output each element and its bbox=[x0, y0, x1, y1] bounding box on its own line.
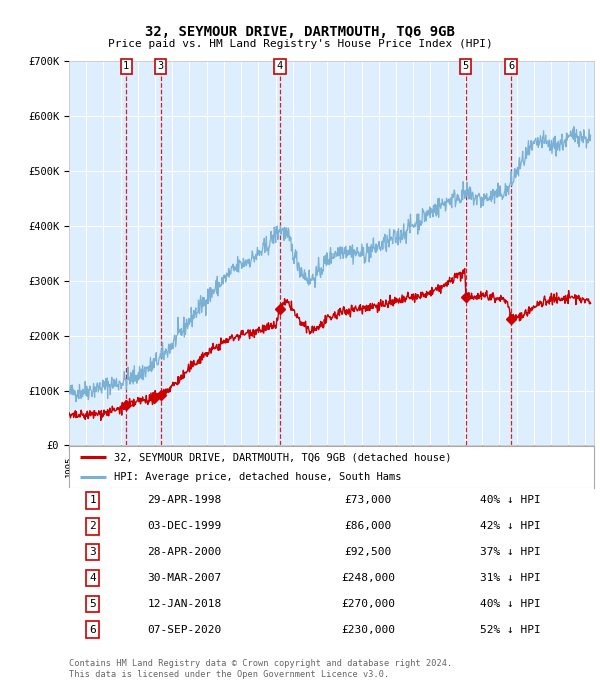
Text: 6: 6 bbox=[508, 61, 514, 71]
Text: 37% ↓ HPI: 37% ↓ HPI bbox=[479, 547, 541, 557]
Text: 40% ↓ HPI: 40% ↓ HPI bbox=[479, 599, 541, 609]
Text: £270,000: £270,000 bbox=[341, 599, 395, 609]
Text: 52% ↓ HPI: 52% ↓ HPI bbox=[479, 625, 541, 634]
Text: 42% ↓ HPI: 42% ↓ HPI bbox=[479, 522, 541, 531]
Text: 3: 3 bbox=[89, 547, 96, 557]
Text: £248,000: £248,000 bbox=[341, 573, 395, 583]
Text: 03-DEC-1999: 03-DEC-1999 bbox=[148, 522, 221, 531]
Text: Price paid vs. HM Land Registry's House Price Index (HPI): Price paid vs. HM Land Registry's House … bbox=[107, 39, 493, 49]
Text: 28-APR-2000: 28-APR-2000 bbox=[148, 547, 221, 557]
Text: 4: 4 bbox=[89, 573, 96, 583]
Text: 1: 1 bbox=[123, 61, 130, 71]
Text: 6: 6 bbox=[89, 625, 96, 634]
Text: 29-APR-1998: 29-APR-1998 bbox=[148, 496, 221, 505]
Text: 32, SEYMOUR DRIVE, DARTMOUTH, TQ6 9GB (detached house): 32, SEYMOUR DRIVE, DARTMOUTH, TQ6 9GB (d… bbox=[113, 452, 451, 462]
Text: 4: 4 bbox=[277, 61, 283, 71]
Text: 3: 3 bbox=[158, 61, 164, 71]
Text: HPI: Average price, detached house, South Hams: HPI: Average price, detached house, Sout… bbox=[113, 472, 401, 482]
Text: £92,500: £92,500 bbox=[344, 547, 392, 557]
Text: Contains HM Land Registry data © Crown copyright and database right 2024.
This d: Contains HM Land Registry data © Crown c… bbox=[69, 659, 452, 679]
Text: £230,000: £230,000 bbox=[341, 625, 395, 634]
Text: 30-MAR-2007: 30-MAR-2007 bbox=[148, 573, 221, 583]
Text: 07-SEP-2020: 07-SEP-2020 bbox=[148, 625, 221, 634]
Text: 1: 1 bbox=[89, 496, 96, 505]
Text: 5: 5 bbox=[89, 599, 96, 609]
Text: 31% ↓ HPI: 31% ↓ HPI bbox=[479, 573, 541, 583]
Text: £73,000: £73,000 bbox=[344, 496, 392, 505]
Text: 32, SEYMOUR DRIVE, DARTMOUTH, TQ6 9GB: 32, SEYMOUR DRIVE, DARTMOUTH, TQ6 9GB bbox=[145, 25, 455, 39]
Text: 5: 5 bbox=[463, 61, 469, 71]
Text: £86,000: £86,000 bbox=[344, 522, 392, 531]
Text: 40% ↓ HPI: 40% ↓ HPI bbox=[479, 496, 541, 505]
Text: 12-JAN-2018: 12-JAN-2018 bbox=[148, 599, 221, 609]
Text: 2: 2 bbox=[89, 522, 96, 531]
